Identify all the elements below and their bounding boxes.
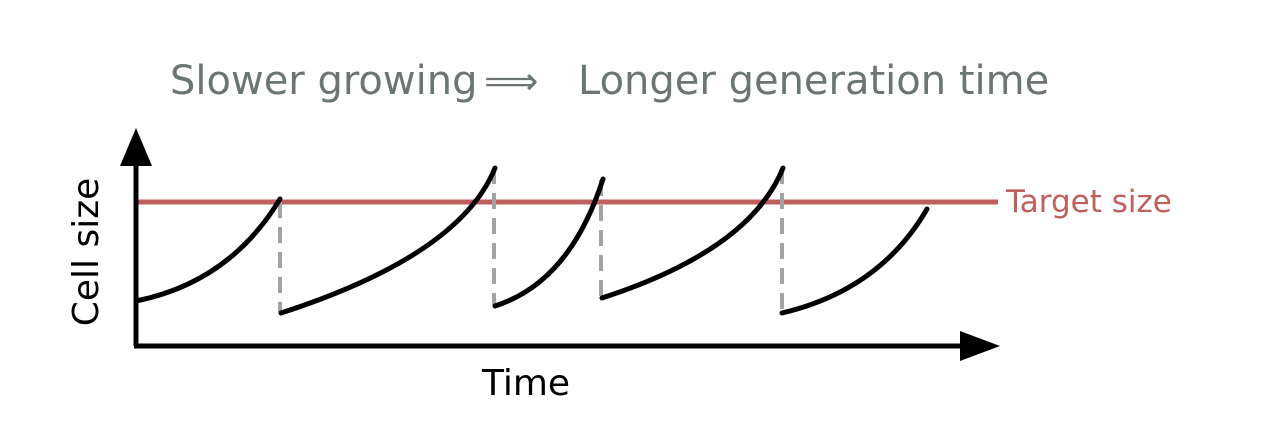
x-axis-arrowhead bbox=[960, 331, 1000, 361]
implies-arrow: ⟹ bbox=[484, 59, 538, 103]
target-size-label: Target size bbox=[1005, 184, 1172, 220]
y-axis-label: Cell size bbox=[66, 178, 107, 327]
growth-curve bbox=[779, 206, 930, 316]
title-left: Slower growing bbox=[170, 58, 477, 104]
x-axis-label: Time bbox=[481, 363, 570, 404]
growth-curve bbox=[278, 165, 498, 316]
title-right: Longer generation time bbox=[578, 58, 1049, 104]
growth-curve bbox=[599, 165, 786, 301]
growth-curve bbox=[133, 196, 283, 304]
y-axis-arrowhead bbox=[120, 128, 152, 166]
growth-curve bbox=[492, 176, 606, 309]
